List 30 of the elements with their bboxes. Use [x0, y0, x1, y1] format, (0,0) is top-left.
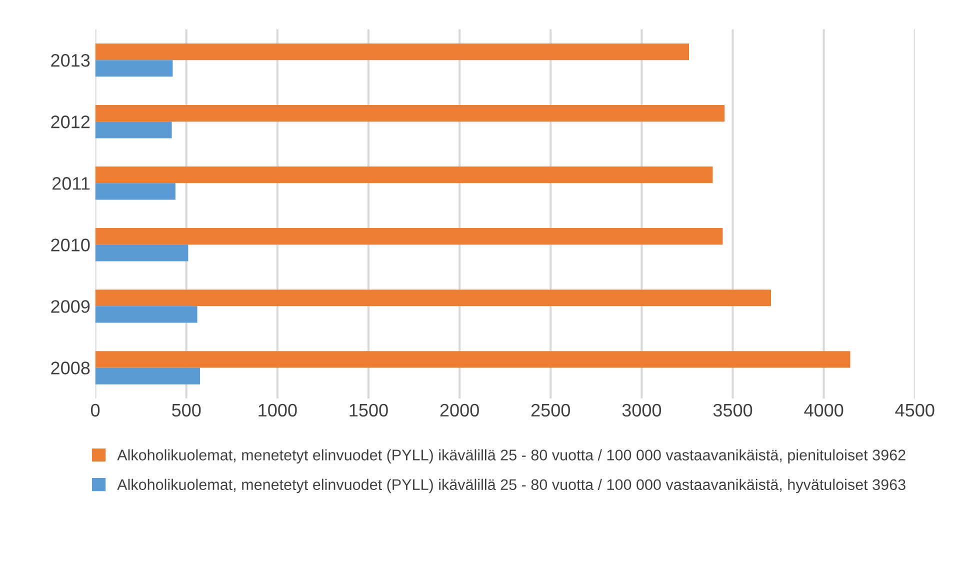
bar [95, 228, 723, 245]
x-tick-label: 4000 [804, 404, 844, 417]
bar [95, 244, 188, 262]
x-tick-label: 1500 [350, 404, 388, 417]
legend-label: Alkoholikuolemat, menetetyt elinvuodet (PYLL) ikävälillä 25 - 80 vuotta / 100 000 vastaavanikäistä, pienituloiset 3962 [117, 449, 906, 464]
bar [95, 306, 198, 323]
bar [95, 351, 850, 368]
x-tick-label: 2000 [440, 404, 479, 417]
bar [95, 290, 771, 306]
x-tick-label: 3500 [713, 404, 752, 417]
legend-label: Alkoholikuolemat, menetetyt elinvuodet (PYLL) ikävälillä 25 - 80 vuotta / 100 000 vastaavanikäistä, hyvätuloiset 3963 [117, 478, 906, 494]
y-tick-label: 2012 [51, 116, 90, 128]
bar [95, 43, 690, 60]
bar [95, 368, 200, 384]
x-tick-label: 3000 [622, 404, 662, 417]
y-tick-label: 2013 [51, 54, 90, 67]
y-tick-label: 2010 [51, 238, 90, 252]
bar [95, 166, 713, 184]
x-tick-label: 1000 [258, 404, 297, 417]
bar [95, 183, 176, 200]
x-tick-label: 2500 [531, 404, 570, 417]
y-tick-label: 2008 [51, 362, 90, 374]
y-tick-label: 2011 [52, 177, 90, 190]
x-tick-label: 0 [90, 404, 100, 417]
x-tick-label: 4500 [895, 404, 934, 417]
bar [95, 104, 725, 122]
bar [95, 122, 172, 138]
y-tick-label: 2009 [51, 300, 90, 313]
x-tick-label: 500 [172, 404, 201, 417]
bar [95, 60, 173, 77]
